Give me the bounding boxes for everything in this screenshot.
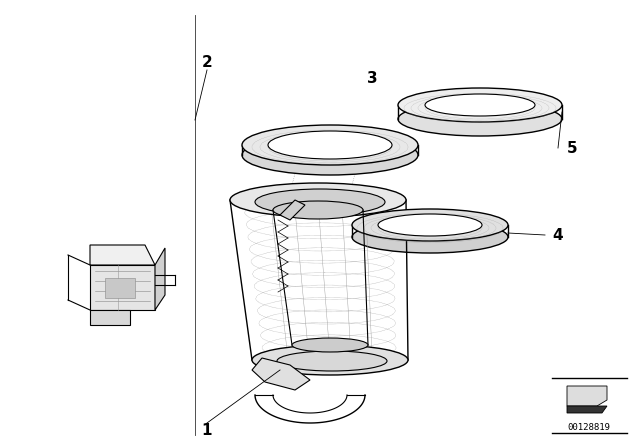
Polygon shape <box>155 248 165 310</box>
Text: 00128819: 00128819 <box>568 422 611 431</box>
Ellipse shape <box>242 125 418 165</box>
Ellipse shape <box>398 102 562 136</box>
Ellipse shape <box>398 88 562 122</box>
Polygon shape <box>280 200 305 220</box>
Ellipse shape <box>352 209 508 241</box>
Ellipse shape <box>277 351 387 371</box>
Ellipse shape <box>230 183 406 217</box>
Ellipse shape <box>242 135 418 175</box>
Polygon shape <box>252 358 310 390</box>
Ellipse shape <box>252 345 408 375</box>
Ellipse shape <box>268 131 392 159</box>
Polygon shape <box>90 310 130 325</box>
Text: 2: 2 <box>202 55 212 69</box>
Polygon shape <box>90 265 155 310</box>
Polygon shape <box>567 386 607 406</box>
Ellipse shape <box>378 214 482 236</box>
Polygon shape <box>105 278 135 298</box>
Polygon shape <box>567 406 607 413</box>
Text: 1: 1 <box>202 422 212 438</box>
Ellipse shape <box>255 189 385 215</box>
Text: 4: 4 <box>553 228 563 242</box>
Polygon shape <box>90 245 155 265</box>
Ellipse shape <box>273 201 363 219</box>
Ellipse shape <box>352 221 508 253</box>
Text: 5: 5 <box>566 141 577 155</box>
Text: 3: 3 <box>367 70 378 86</box>
Ellipse shape <box>425 94 535 116</box>
Ellipse shape <box>292 338 368 352</box>
